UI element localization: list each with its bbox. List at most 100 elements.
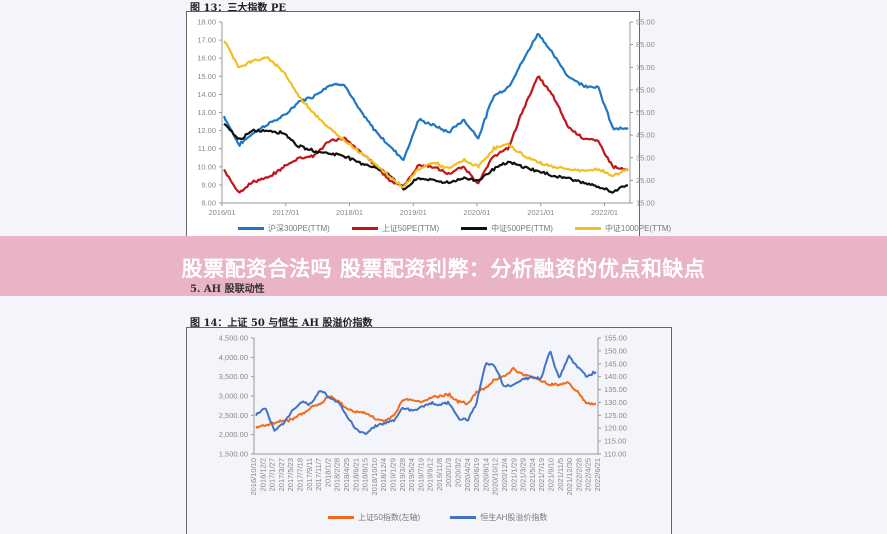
y-left-tick: 13.00 xyxy=(197,108,216,117)
x-tick: 2021/12/30 xyxy=(565,458,574,496)
x-tick: 2021/9/10 xyxy=(547,458,556,491)
x-tick: 2017/7/18 xyxy=(295,458,304,491)
x-tick: 2017/01 xyxy=(272,208,299,217)
y-right-tick: 65.00 xyxy=(636,85,655,94)
legend-item: 中证1000PE(TTM) xyxy=(574,223,672,234)
legend-swatch-icon xyxy=(574,227,601,230)
y-right-tick: 75.00 xyxy=(636,63,655,72)
y-right-tick: 95.00 xyxy=(636,18,655,27)
x-tick: 2019/01 xyxy=(400,208,427,217)
series-line xyxy=(255,366,597,429)
legend-label: 上证50PE(TTM) xyxy=(381,224,440,233)
series-line xyxy=(223,40,629,189)
legend-label: 沪深300PE(TTM) xyxy=(268,224,330,233)
x-tick: 2017/3/27 xyxy=(277,458,286,491)
x-tick: 2022/6/21 xyxy=(593,458,602,491)
x-tick: 2016/01 xyxy=(208,208,235,217)
x-tick: 2017/11/7 xyxy=(314,458,323,491)
y-left-tick: 17.00 xyxy=(197,36,216,45)
x-tick: 2019/7/19 xyxy=(416,458,425,491)
x-tick: 2021/11/5 xyxy=(556,458,565,491)
x-tick: 2017/5/23 xyxy=(286,458,295,491)
y-right-tick: 135.00 xyxy=(604,385,627,394)
y-right-tick: 15.00 xyxy=(636,199,655,208)
legend-swatch-icon xyxy=(328,516,354,519)
y-right-tick: 145.00 xyxy=(604,359,627,368)
legend-item: 上证50PE(TTM) xyxy=(351,223,440,234)
legend-label: 上证50指数(左轴) xyxy=(358,513,421,522)
banner-title: 股票配资合法吗 股票配资利弊：分析融资的优点和缺点 xyxy=(181,257,706,281)
x-tick: 2020/4/24 xyxy=(463,458,472,491)
chart-14-title: 图 14：上证 50 与恒生 AH 股溢价指数 xyxy=(190,318,373,329)
legend-item: 上证50指数(左轴) xyxy=(328,512,420,523)
legend-item: 中证500PE(TTM) xyxy=(461,223,553,234)
x-tick: 2018/12/4 xyxy=(379,458,388,491)
y-left-tick: 16.00 xyxy=(197,54,216,63)
y-left-tick: 8.00 xyxy=(201,199,216,208)
x-tick: 2021/01 xyxy=(527,208,554,217)
legend-item: 恒生AH股溢价指数 xyxy=(450,512,547,523)
legend-item: 沪深300PE(TTM) xyxy=(238,223,330,234)
x-tick: 2020/01 xyxy=(463,208,490,217)
x-tick: 2018/1/2 xyxy=(323,458,332,487)
y-left-tick: 2,000.00 xyxy=(219,430,248,439)
y-left-tick: 10.00 xyxy=(197,162,216,171)
y-right-tick: 140.00 xyxy=(604,372,627,381)
y-left-tick: 1,500.00 xyxy=(219,450,248,459)
x-tick: 2019/1/29 xyxy=(388,458,397,491)
y-left-tick: 2,500.00 xyxy=(219,411,248,420)
y-right-tick: 55.00 xyxy=(636,108,655,117)
chart-14-frame xyxy=(186,327,672,534)
y-right-tick: 115.00 xyxy=(604,437,626,446)
y-right-tick: 85.00 xyxy=(636,40,655,49)
y-right-tick: 25.00 xyxy=(636,176,655,185)
x-tick: 2020/12/4 xyxy=(500,458,509,491)
x-tick: 2021/7/19 xyxy=(537,458,546,491)
x-tick: 2020/6/19 xyxy=(472,458,481,491)
legend-label: 恒生AH股溢价指数 xyxy=(480,513,548,522)
legend-swatch-icon xyxy=(450,516,477,519)
x-tick: 2021/3/29 xyxy=(519,458,528,491)
x-tick: 2020/8/14 xyxy=(481,458,490,491)
chart-13-legend: 沪深300PE(TTM) 上证50PE(TTM) 中证500PE(TTM) 中证100… xyxy=(238,223,671,234)
legend-label: 中证500PE(TTM) xyxy=(491,224,553,233)
x-tick: 2017/9/11 xyxy=(305,458,314,491)
y-right-tick: 110.00 xyxy=(604,450,626,459)
y-right-tick: 125.00 xyxy=(604,411,627,420)
y-left-tick: 15.00 xyxy=(197,72,216,81)
y-right-tick: 120.00 xyxy=(604,424,627,433)
x-tick: 2016/10/10 xyxy=(249,458,258,496)
chart-13-title: 图 13：三大指数 PE xyxy=(190,3,287,14)
y-left-tick: 18.00 xyxy=(197,18,216,27)
title-banner xyxy=(0,236,887,296)
x-tick: 2019/11/8 xyxy=(435,458,444,491)
y-right-tick: 150.00 xyxy=(604,346,627,355)
x-tick: 2018/01 xyxy=(336,208,363,217)
chart-13-plot: 18.00 17.00 16.00 15.00 14.00 13.00 12.00 11.00… xyxy=(197,18,655,218)
y-right-tick: 155.00 xyxy=(604,334,627,343)
legend-swatch-icon xyxy=(461,227,488,230)
x-tick: 2021/5/24 xyxy=(528,458,537,491)
y-left-tick: 3,500.00 xyxy=(219,372,248,381)
x-tick: 2017/1/27 xyxy=(268,458,277,491)
y-left-tick: 12.00 xyxy=(197,126,216,135)
x-tick: 2018/8/15 xyxy=(361,458,370,491)
y-right-tick: 130.00 xyxy=(604,398,627,407)
legend-swatch-icon xyxy=(238,227,264,230)
x-tick: 2018/4/25 xyxy=(342,458,351,491)
x-tick: 2022/4/25 xyxy=(584,458,593,491)
x-tick: 2020/1/3 xyxy=(444,458,453,487)
series-line xyxy=(255,350,597,436)
y-left-tick: 11.00 xyxy=(198,144,216,153)
chart-13-frame xyxy=(186,11,640,239)
y-left-tick: 3,000.00 xyxy=(219,392,248,401)
x-tick: 2016/12/2 xyxy=(258,458,267,491)
x-tick: 2018/10/10 xyxy=(370,458,379,496)
x-tick: 2020/3/2 xyxy=(454,458,463,487)
x-tick: 2020/10/12 xyxy=(491,458,500,496)
x-tick: 2018/6/21 xyxy=(351,458,360,491)
x-tick: 2018/2/28 xyxy=(333,458,342,491)
legend-label: 中证1000PE(TTM) xyxy=(604,224,672,233)
y-left-tick: 4,500.00 xyxy=(219,334,248,343)
